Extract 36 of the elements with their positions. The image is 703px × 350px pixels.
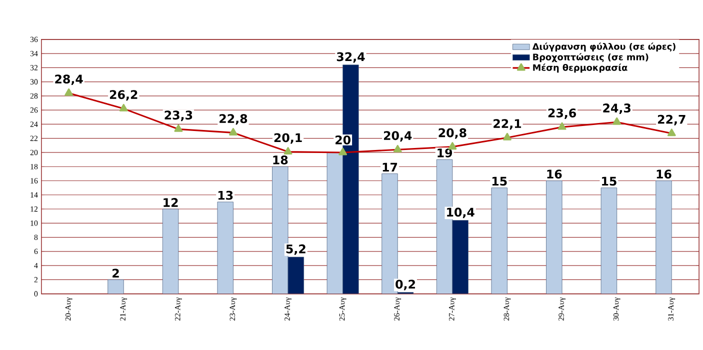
data-label: 23,3: [164, 110, 192, 122]
legend-label: Βροχοπτώσεις (σε mm): [533, 53, 648, 62]
data-label: 15: [602, 176, 616, 186]
data-label: 20,1: [274, 133, 302, 144]
bar: [491, 188, 508, 294]
data-label: 2: [112, 268, 119, 278]
data-label: 24,3: [603, 104, 630, 114]
data-label: 22,8: [220, 114, 248, 125]
data-label: 26,2: [110, 90, 138, 101]
data-label: 18: [273, 155, 288, 164]
data-label: 0,2: [396, 280, 415, 290]
data-label: 28,4: [55, 74, 83, 86]
data-label: 20,8: [438, 128, 466, 139]
data-label: 15: [492, 176, 507, 186]
bar: [656, 180, 672, 294]
data-label: 16: [656, 170, 672, 179]
bar: [108, 279, 124, 294]
data-label: 5,2: [286, 244, 306, 255]
data-label: 22,1: [494, 119, 522, 130]
data-label: 20,4: [384, 131, 412, 142]
data-label: 10,4: [447, 208, 474, 218]
data-label: 23,6: [548, 108, 576, 119]
data-label: 13: [218, 190, 233, 200]
data-label: 17: [382, 162, 398, 172]
bar: [217, 202, 234, 294]
legend-label: Διύγρανση φύλλου (σε ώρες): [532, 42, 676, 52]
data-label: 22,7: [658, 114, 686, 126]
data-label: 20: [336, 135, 351, 144]
bar: [326, 152, 344, 294]
bar: [288, 256, 304, 294]
legend-label: Μέση θερμοκρασία: [533, 64, 628, 73]
data-label: 19: [438, 148, 452, 158]
data-label: 16: [547, 170, 562, 179]
data-label: 12: [164, 198, 178, 207]
data-label: 32,4: [336, 52, 365, 63]
bar: [600, 188, 618, 294]
